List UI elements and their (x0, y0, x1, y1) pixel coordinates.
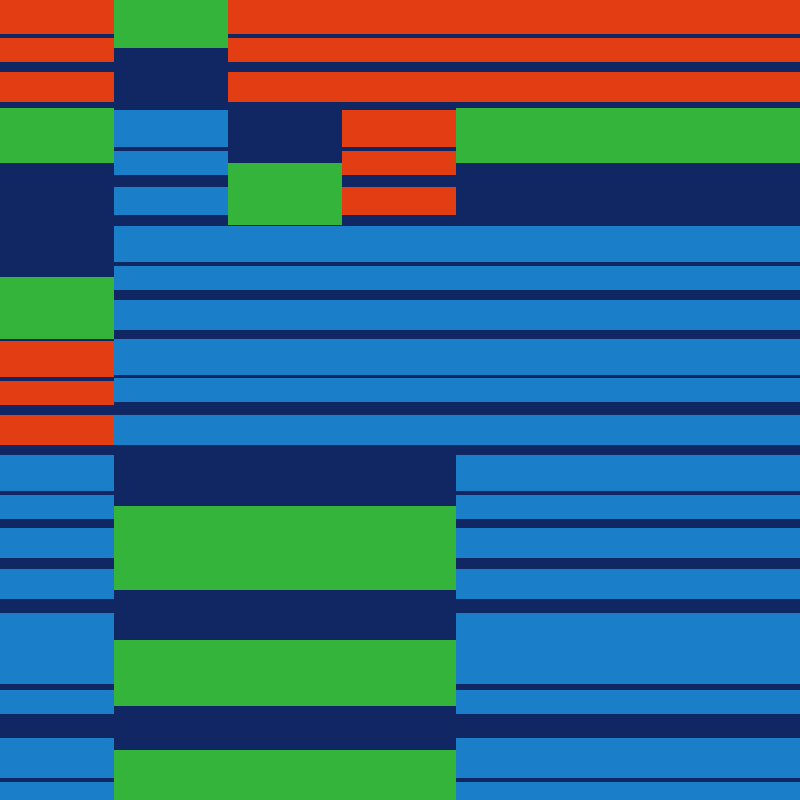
blue-stripe-46 (456, 738, 800, 778)
green-block-12 (228, 163, 342, 225)
red-stripe-1 (0, 0, 114, 34)
green-block-16 (456, 108, 800, 163)
green-block-17 (0, 277, 114, 339)
green-block-37 (114, 640, 456, 706)
blue-stripe-26 (114, 415, 800, 445)
blue-stripe-39 (456, 455, 800, 491)
blue-stripe-24 (114, 339, 800, 375)
blue-stripe-41 (456, 528, 800, 558)
blue-stripe-42 (456, 569, 800, 599)
blue-stripe-29 (0, 528, 114, 558)
blue-stripe-45 (456, 690, 800, 714)
blue-stripe-9 (114, 110, 228, 147)
red-stripe-18 (0, 341, 114, 377)
blue-stripe-33 (0, 690, 114, 714)
blue-stripe-40 (456, 495, 800, 519)
blue-stripe-22 (114, 266, 800, 290)
blue-stripe-30 (0, 569, 114, 599)
green-block-4 (114, 0, 228, 48)
blue-stripe-23 (114, 300, 800, 330)
green-block-38 (114, 750, 456, 800)
blue-stripe-27 (0, 455, 114, 491)
red-stripe-15 (342, 187, 456, 215)
green-block-36 (114, 506, 456, 590)
blue-stripe-43 (456, 613, 800, 649)
red-stripe-5 (228, 0, 800, 34)
red-stripe-2 (0, 38, 114, 62)
red-stripe-19 (0, 381, 114, 405)
blue-stripe-34 (0, 738, 114, 778)
red-stripe-13 (342, 110, 456, 147)
blue-stripe-11 (114, 187, 228, 215)
blue-stripe-21 (114, 226, 800, 262)
blue-stripe-28 (0, 495, 114, 519)
blue-stripe-31 (0, 613, 114, 649)
blue-stripe-25 (114, 378, 800, 402)
red-stripe-20 (0, 415, 114, 445)
red-stripe-7 (228, 72, 800, 102)
red-stripe-6 (228, 38, 800, 62)
red-stripe-14 (342, 151, 456, 175)
blue-stripe-10 (114, 151, 228, 175)
blue-stripe-44 (456, 648, 800, 684)
red-stripe-3 (0, 72, 114, 102)
blue-stripe-47 (456, 782, 800, 800)
green-block-8 (0, 108, 114, 163)
blue-stripe-32 (0, 648, 114, 684)
blue-stripe-35 (0, 782, 114, 800)
